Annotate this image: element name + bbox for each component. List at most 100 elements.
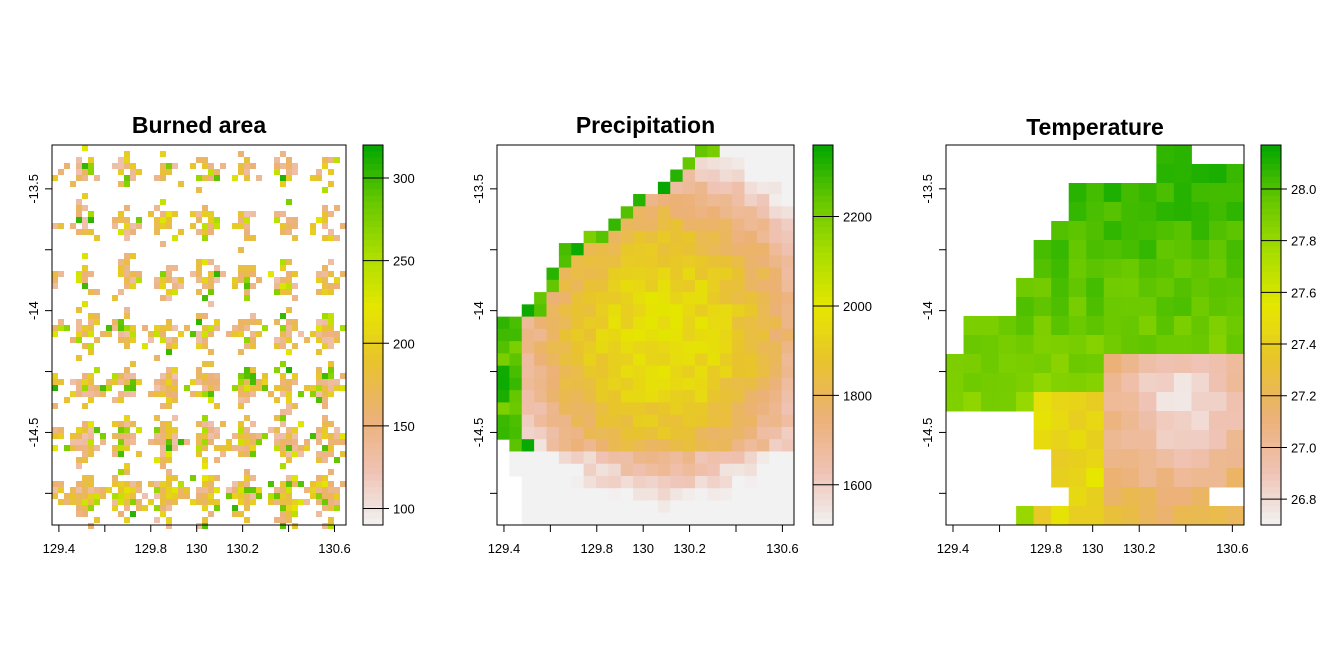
- raster-cell: [130, 163, 136, 169]
- raster-cell: [214, 475, 220, 481]
- raster-cell: [732, 463, 745, 477]
- raster-cell: [250, 265, 256, 271]
- raster-cell: [316, 325, 322, 331]
- raster-cell: [88, 481, 94, 487]
- raster-cell: [707, 463, 721, 477]
- raster-cell: [118, 511, 124, 517]
- raster-cell: [1016, 506, 1035, 526]
- raster-cell: [322, 211, 328, 217]
- raster-cell: [1086, 278, 1105, 298]
- raster-cell: [546, 390, 560, 403]
- raster-cell: [82, 217, 88, 223]
- raster-cell: [322, 379, 328, 385]
- raster-cell: [88, 391, 94, 397]
- raster-cell: [82, 223, 88, 229]
- raster-cell: [558, 463, 572, 477]
- raster-cell: [633, 365, 646, 379]
- legend-swatch: [1261, 157, 1281, 165]
- raster-cell: [124, 175, 130, 181]
- raster-cell: [112, 163, 118, 169]
- raster-cell: [1208, 297, 1227, 317]
- raster-cell: [1051, 468, 1070, 488]
- raster-cell: [334, 505, 340, 511]
- raster-cell: [124, 157, 130, 163]
- raster-cell: [781, 316, 795, 330]
- raster-cell: [596, 390, 609, 403]
- raster-cell: [322, 505, 328, 511]
- raster-cell: [769, 451, 783, 465]
- raster-cell: [719, 255, 733, 269]
- raster-cell: [310, 229, 316, 235]
- legend-swatch: [813, 157, 833, 165]
- x-tick-label: 129.8: [581, 541, 614, 556]
- raster-cell: [1156, 297, 1175, 317]
- y-axis: -13.5-14-14.5: [920, 174, 946, 494]
- raster-cell: [571, 426, 585, 440]
- raster-cell: [322, 493, 328, 499]
- raster-cell: [657, 500, 671, 514]
- raster-cell: [280, 421, 286, 427]
- raster-cell: [707, 353, 721, 367]
- raster-cell: [88, 157, 94, 163]
- raster-cell: [82, 271, 88, 277]
- raster-cell: [250, 343, 256, 349]
- raster-cell: [1068, 335, 1087, 355]
- raster-cell: [645, 292, 659, 305]
- raster-cell: [682, 390, 696, 403]
- raster-cell: [534, 512, 547, 526]
- raster-cell: [534, 475, 547, 489]
- raster-cell: [744, 402, 758, 416]
- raster-cell: [238, 391, 244, 397]
- raster-cell: [1226, 183, 1245, 203]
- raster-cell: [744, 267, 758, 281]
- legend-swatch: [1261, 202, 1281, 209]
- raster-cell: [274, 415, 280, 421]
- legend-swatch: [813, 373, 833, 380]
- raster-cell: [214, 433, 220, 439]
- raster-cell: [274, 439, 280, 445]
- x-axis: 129.4 129.8 130 130.2 130.6: [43, 525, 351, 556]
- raster-cell: [256, 331, 262, 337]
- raster-cell: [645, 267, 659, 281]
- raster-cell: [118, 169, 124, 175]
- legend-swatch: [363, 202, 383, 209]
- raster-cell: [160, 211, 166, 217]
- raster-cell: [571, 304, 585, 318]
- raster-cell: [1138, 202, 1157, 222]
- raster-cell: [620, 488, 634, 501]
- raster-cell: [94, 367, 100, 373]
- raster-cell: [1103, 221, 1122, 241]
- raster-cell: [280, 151, 286, 157]
- raster-cell: [316, 175, 322, 181]
- raster-cell: [238, 265, 244, 271]
- raster-cell: [322, 403, 328, 409]
- raster-cell: [214, 403, 220, 409]
- raster-cell: [1173, 373, 1192, 393]
- raster-cell: [286, 349, 292, 355]
- raster-cell: [744, 230, 758, 244]
- raster-cell: [292, 295, 298, 301]
- raster-cell: [1156, 183, 1175, 203]
- raster-cell: [214, 457, 220, 463]
- raster-cell: [744, 243, 758, 256]
- raster-cell: [304, 385, 310, 391]
- x-tick-label: 129.4: [43, 541, 76, 556]
- raster-cell: [238, 493, 244, 499]
- raster-cell: [744, 194, 758, 207]
- raster-cell: [202, 205, 208, 211]
- raster-cell: [262, 433, 268, 439]
- raster-cell: [670, 328, 684, 342]
- raster-cell: [124, 271, 130, 277]
- raster-cell: [608, 255, 622, 269]
- raster-cell: [1226, 259, 1245, 279]
- raster-cell: [546, 512, 560, 526]
- raster-cell: [130, 493, 136, 499]
- raster-cell: [583, 488, 597, 501]
- raster-cell: [756, 243, 770, 256]
- legend-swatch: [813, 423, 833, 431]
- raster-cell: [1103, 506, 1122, 526]
- raster-cell: [196, 277, 202, 283]
- raster-cell: [682, 255, 696, 269]
- raster-cell: [286, 427, 292, 433]
- raster-cell: [286, 157, 292, 163]
